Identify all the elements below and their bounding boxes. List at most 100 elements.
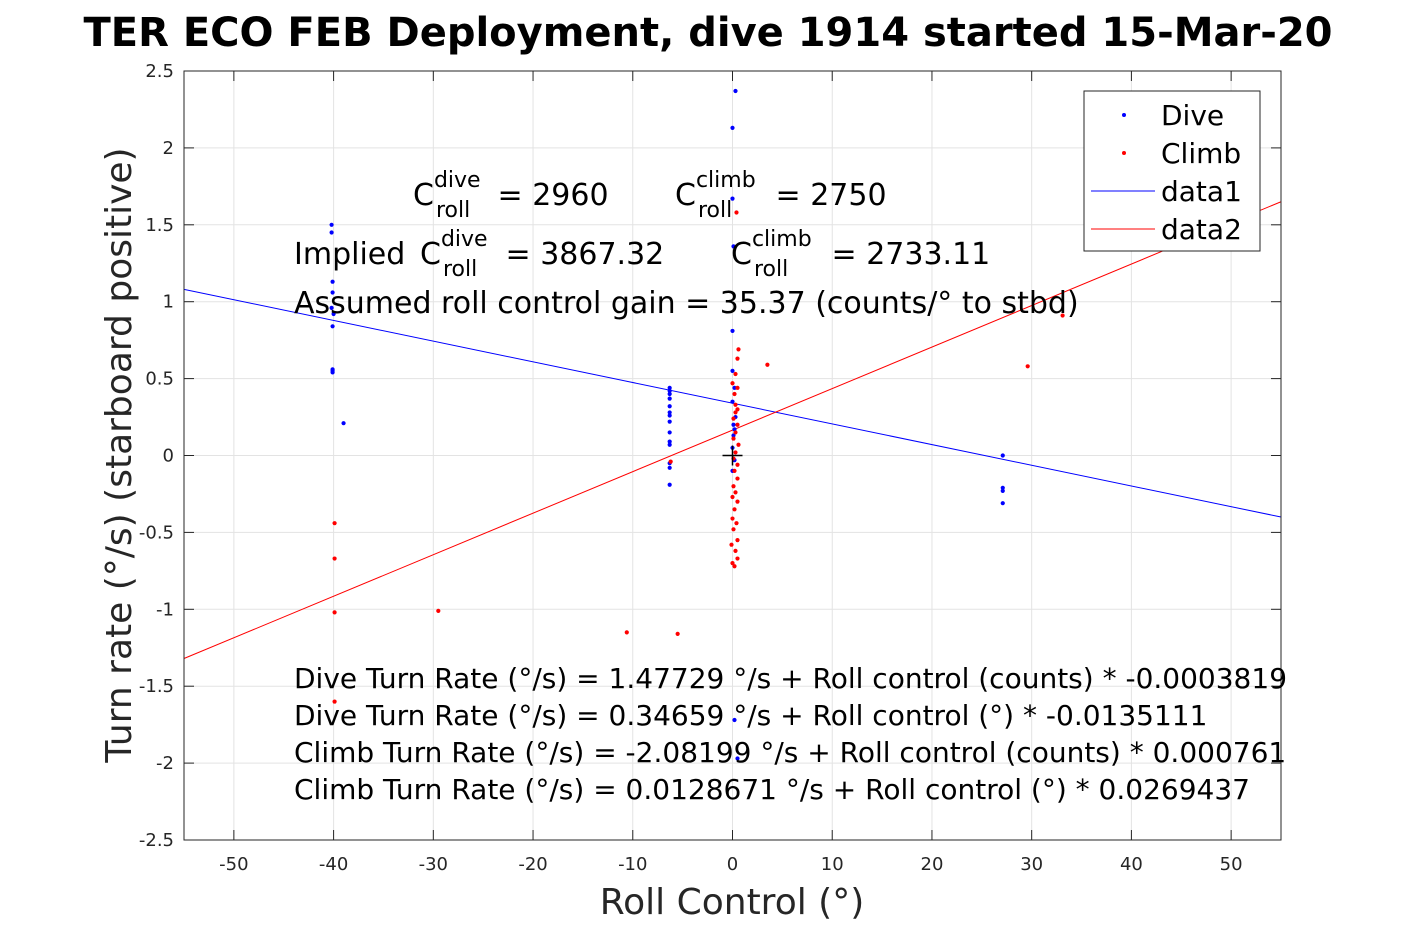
dive-point xyxy=(331,311,336,317)
climb-point xyxy=(731,484,736,489)
x-axis-label: Roll Control (°) xyxy=(600,882,865,923)
legend: Dive Climb data1 data2 xyxy=(1083,90,1261,252)
climb-point xyxy=(332,556,337,561)
legend-dive-label: Dive xyxy=(1161,99,1224,132)
x-tick-label: 40 xyxy=(1120,854,1143,875)
climb-point xyxy=(730,381,735,386)
dive-point xyxy=(730,196,735,201)
climb-point xyxy=(735,556,740,561)
dive-point xyxy=(330,370,335,375)
dive-point xyxy=(732,385,737,390)
dive-point xyxy=(731,433,736,438)
y-tick-label: 0.5 xyxy=(145,369,174,390)
climb-point xyxy=(1060,313,1065,318)
dive-point xyxy=(1000,488,1005,493)
climb-point xyxy=(736,442,741,447)
dive-point xyxy=(667,442,672,447)
climb-point xyxy=(735,462,740,467)
climb-point xyxy=(732,468,737,473)
data-points xyxy=(329,88,1065,761)
x-tick-label: -20 xyxy=(518,854,547,875)
climb-point xyxy=(730,516,735,521)
fit-equation-1: Dive Turn Rate (°/s) = 1.47729 °/s + Rol… xyxy=(294,662,1287,695)
dive-point xyxy=(731,244,736,249)
dive-point xyxy=(1000,501,1005,506)
dive-point xyxy=(667,465,672,470)
climb-point xyxy=(732,564,737,569)
x-tick-label: 50 xyxy=(1220,854,1243,875)
legend-climb-label: Climb xyxy=(1161,137,1241,170)
climb-point xyxy=(624,630,629,635)
climb-point xyxy=(729,542,734,547)
dive-point xyxy=(1000,485,1005,490)
dive-point xyxy=(330,279,335,284)
dive-point xyxy=(667,430,672,435)
climb-point xyxy=(735,422,740,427)
dive-point xyxy=(730,399,735,404)
climb-point xyxy=(733,430,738,435)
dive-point xyxy=(329,230,334,235)
climb-point xyxy=(735,476,740,481)
x-tick-label: 10 xyxy=(821,854,844,875)
climb-point xyxy=(733,490,738,495)
climb-point xyxy=(436,608,441,613)
climb-point xyxy=(332,699,337,704)
data2-fit-line xyxy=(183,201,1282,659)
dive-point xyxy=(667,439,672,444)
climb-point xyxy=(731,416,736,421)
legend-data1-label: data1 xyxy=(1161,175,1242,208)
climb-point xyxy=(731,527,736,532)
climb-point xyxy=(733,371,738,377)
y-tick-label: -2 xyxy=(156,753,174,774)
gain-annotation: Assumed roll control gain = 35.37 (count… xyxy=(294,286,1079,321)
dive-point xyxy=(733,88,738,94)
climb-point xyxy=(733,548,738,553)
climb-point xyxy=(735,407,740,412)
dive-point xyxy=(341,421,346,426)
dive-point xyxy=(730,328,735,334)
y-axis-label: Turn rate (°/s) (starboard positive) xyxy=(99,147,140,763)
implied-dive-annotation: Implied Cdive roll = 3867.32 xyxy=(294,227,664,282)
dive-point xyxy=(735,756,740,761)
climb-point xyxy=(736,347,741,352)
fit-equation-4: Climb Turn Rate (°/s) = 0.0128671 °/s + … xyxy=(294,773,1250,806)
dive-point xyxy=(667,391,672,397)
climb-point xyxy=(732,391,737,397)
legend-box xyxy=(1083,90,1261,252)
legend-dive-marker xyxy=(1122,113,1126,117)
y-tick-label: 2.5 xyxy=(145,61,174,82)
fit-equation-3: Climb Turn Rate (°/s) = -2.08199 °/s + R… xyxy=(294,736,1286,769)
climb-point xyxy=(735,537,740,543)
climb-point xyxy=(730,561,735,566)
climb-point xyxy=(733,450,738,455)
climb-point xyxy=(668,459,673,464)
dive-point xyxy=(667,482,672,487)
y-tick-labels: 2.5 2 1.5 1 0.5 0 -0.5 -1 -1.5 -2 -2.5 xyxy=(139,61,174,851)
dive-point xyxy=(667,410,672,415)
c-roll-dive-annotation: Cdive roll = 2960 xyxy=(413,168,609,223)
climb-point xyxy=(332,610,337,615)
climb-point xyxy=(734,521,739,526)
dive-point xyxy=(1000,453,1005,458)
dive-point xyxy=(732,717,737,723)
dive-point xyxy=(667,404,672,409)
x-tick-label: -30 xyxy=(419,854,448,875)
climb-point xyxy=(734,210,739,215)
implied-climb-annotation: Cclimb roll = 2733.11 xyxy=(731,227,990,282)
x-tick-label: -50 xyxy=(219,854,248,875)
climb-point xyxy=(675,631,680,637)
y-tick-label: -0.5 xyxy=(139,522,174,543)
y-tick-label: -2.5 xyxy=(139,830,174,851)
dive-point xyxy=(730,368,735,374)
climb-point xyxy=(735,356,740,361)
dive-point xyxy=(667,419,672,424)
dive-point xyxy=(330,324,335,329)
climb-point xyxy=(332,521,337,526)
dive-point xyxy=(330,290,335,295)
climb-point xyxy=(735,385,740,390)
c-roll-climb-annotation: Cclimb roll = 2750 xyxy=(675,168,887,223)
climb-point xyxy=(731,436,736,441)
chart-title: TER ECO FEB Deployment, dive 1914 starte… xyxy=(83,10,1332,56)
climb-point xyxy=(730,494,735,500)
